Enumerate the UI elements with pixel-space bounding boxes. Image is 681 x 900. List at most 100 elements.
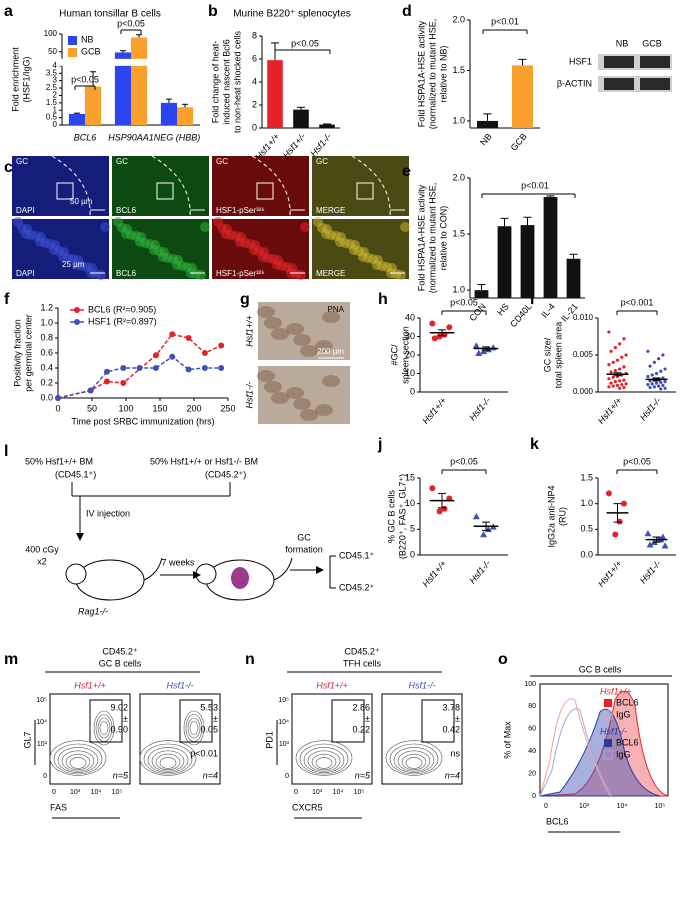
legend-swatch [603,750,613,760]
x-tick-label: Hsf1+/+ [596,395,624,426]
label: GC B cells [579,664,622,674]
label: DAPI [16,206,35,215]
label: HSF1-pSer³²⁶ [216,206,265,215]
follicle [264,317,282,329]
bar [566,258,581,298]
point [103,368,110,375]
cell [135,237,145,247]
label: GC [297,532,311,542]
contour [61,750,95,772]
gc-outline [51,155,91,217]
point [663,367,667,371]
y-tick-label: 0.010 [573,313,594,322]
label: CD45.2⁺ [339,582,375,592]
label: PD1 [264,731,274,749]
panel-letter: l [4,443,8,460]
point [136,365,143,371]
label: n=5 [355,770,371,780]
label: MERGE [316,269,345,278]
point [657,357,661,361]
cell [272,260,282,270]
label: 0.22 [352,724,370,734]
label: 10⁵ [278,697,289,704]
histogram [539,708,613,797]
panel-letter: m [4,651,18,668]
bar [520,225,535,298]
arrow-head [76,533,84,541]
point [613,380,617,384]
annotation: p<0.05 [623,456,651,466]
contour [97,717,111,739]
arrow-head [316,566,324,574]
y-tick-label: 0.6 [40,347,53,357]
point [185,335,192,341]
point [622,337,626,341]
contour [99,721,109,735]
contour [93,710,115,746]
panel-letter: f [4,291,10,308]
cell [258,252,268,262]
legend-swatch [604,739,612,747]
follicle [293,334,311,346]
contour [189,721,199,735]
point [650,382,654,386]
label: CXCR5 [292,802,323,812]
point [618,386,622,390]
bar [477,120,498,128]
label: 50 µm [70,197,93,206]
y-tick-label: 20 [405,349,415,359]
contour [295,740,353,776]
label: 10³ [279,741,290,748]
axis-title: spleen section [400,326,410,384]
axis-title: Fold change of heat- [210,41,220,124]
axis-title: % GC B cells [386,489,396,543]
label: 50% Hsf1+/+ BM [25,456,93,466]
label: 5.53 [200,702,218,712]
follicle [293,398,311,410]
y-tick-label: 0 [252,122,257,132]
zoom-box [56,182,74,200]
point [218,365,225,371]
label: Hsf1+/+ [244,315,254,347]
x-tick-label: NEG (HBB) [154,132,201,142]
label: ns [450,748,460,758]
mouse-tail [143,557,163,581]
point [646,383,650,387]
label: Hsf1-/- [244,381,254,408]
x-tick-label: IL-4 [539,301,557,319]
label: 25 µm [62,260,85,269]
follicle [257,370,275,382]
label: β-ACTIN [557,78,592,88]
y-tick-label: 0.4 [40,362,53,372]
point [611,384,615,388]
point [618,367,622,371]
panel-letter: b [208,3,218,20]
legend-marker [74,319,80,325]
label: BCL6 [116,269,137,278]
point [169,331,176,338]
zoom-box [356,182,374,200]
bar [319,124,335,128]
legend-label: HSF1 (R²=0.897) [88,316,157,326]
cell [100,222,110,232]
blot-band [604,56,634,68]
point [169,353,176,360]
point [472,513,480,520]
point [648,364,652,368]
contour [53,743,103,775]
y-tick-label: 0.005 [573,350,594,359]
point [622,385,626,390]
gc-outline [151,155,191,217]
point [611,360,615,364]
follicle [322,375,340,387]
x-tick-label: CD40L [508,301,534,329]
point [612,531,619,538]
point [622,365,626,369]
point [654,371,659,376]
label: 0.42 [442,724,460,734]
contour [65,753,91,771]
contour [155,753,181,771]
histogram [539,690,669,797]
point [659,387,663,391]
contour [393,747,435,773]
